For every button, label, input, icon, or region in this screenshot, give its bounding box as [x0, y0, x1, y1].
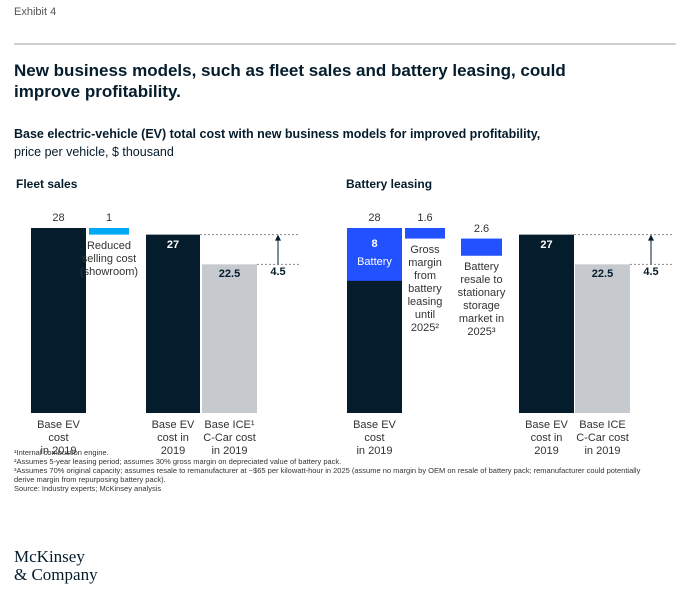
headline: New business models, such as fleet sales…	[14, 61, 566, 101]
highlight-segment	[347, 228, 402, 281]
bar	[89, 228, 129, 235]
category-label: Gross margin from battery leasing until …	[407, 243, 443, 334]
segment-value: 8	[371, 238, 378, 250]
logo: McKinsey & Company	[14, 547, 98, 584]
category-label: Battery resale to stationary storage mar…	[457, 260, 506, 338]
value-label: 28	[368, 212, 381, 224]
footnote: ³Assumes 70% original capacity; assumes …	[14, 466, 641, 484]
value-label: 27	[166, 238, 180, 251]
difference-label: 4.5	[270, 266, 286, 279]
arrow-head	[275, 234, 281, 241]
value-label: 28	[52, 212, 65, 224]
footnote: ¹Internal combustion engine.	[14, 448, 109, 457]
subtitle: Base electric-vehicle (EV) total cost wi…	[14, 127, 541, 141]
category-label: Base EV cost in 2019	[525, 419, 568, 457]
bar	[202, 264, 257, 413]
category-label: Base ICE C-Car cost in 2019	[576, 419, 629, 457]
value-label: 22.5	[591, 268, 614, 281]
subtitle-unit: price per vehicle, $ thousand	[14, 145, 174, 159]
value-label: 27	[540, 238, 553, 251]
bar	[461, 238, 502, 256]
category-label: Base EV cost in 2019	[37, 419, 80, 457]
category-label: Reduced selling cost (showroom)	[79, 239, 139, 278]
exhibit-label: Exhibit 4	[14, 6, 57, 18]
bar	[31, 228, 86, 413]
value-label: 1	[105, 212, 113, 224]
panel-title: Fleet sales	[16, 177, 78, 191]
panel-title: Battery leasing	[346, 177, 433, 191]
value-label: 2.6	[473, 222, 490, 235]
value-label: 1.6	[417, 212, 433, 224]
category-label: Base EV cost in 2019	[353, 419, 396, 457]
bar	[575, 264, 630, 413]
category-label: Base EV cost in 2019	[151, 419, 195, 457]
difference-label: 4.5	[643, 266, 659, 279]
arrow-head	[648, 234, 654, 241]
category-label: Base ICE¹ C-Car cost in 2019	[203, 419, 256, 457]
bar	[519, 234, 574, 413]
segment-label: Battery	[357, 256, 392, 268]
bar	[405, 228, 445, 239]
value-label: 22.5	[218, 268, 241, 281]
bar	[146, 234, 200, 413]
footnote: Source: Industry experts; McKinsey analy…	[14, 484, 162, 493]
footnote: ²Assumes 5-year leasing period; assumes …	[14, 457, 342, 466]
